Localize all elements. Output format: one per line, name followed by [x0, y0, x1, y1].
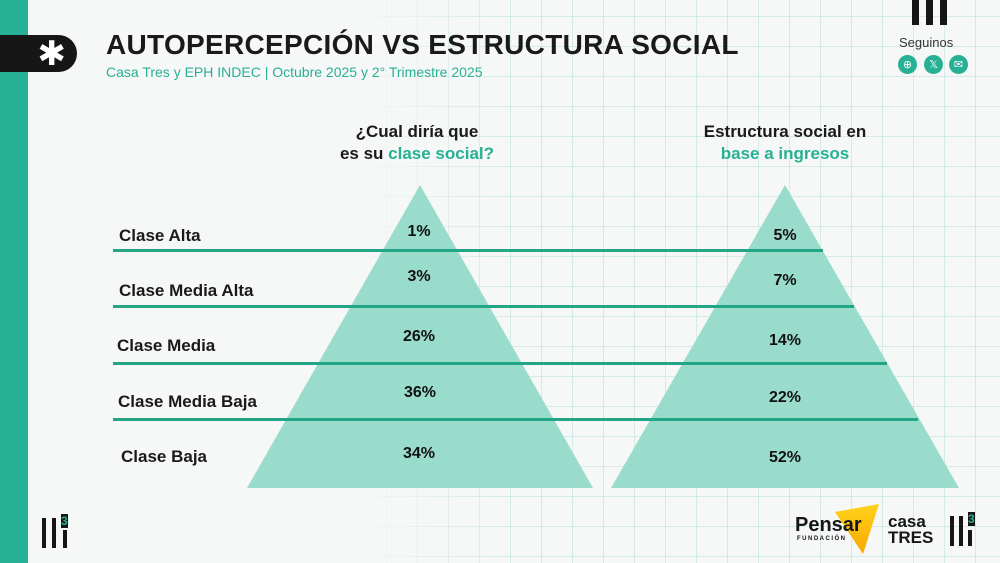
- left-title-line2: es su clase social?: [322, 143, 512, 165]
- page-subtitle: Casa Tres y EPH INDEC | Octubre 2025 y 2…: [106, 64, 483, 80]
- casa-tres-wordmark: casa TRES: [888, 512, 934, 547]
- right-value-clase-media: 14%: [768, 332, 802, 349]
- right-pyramid: [611, 185, 959, 488]
- left-value-clase-baja: 34%: [402, 445, 436, 462]
- row-label-clase-media-baja: Clase Media Baja: [118, 392, 257, 411]
- row-label-clase-baja: Clase Baja: [121, 447, 207, 466]
- left-value-clase-media-alta: 3%: [407, 268, 431, 285]
- casa-tres-logo-icon: [912, 0, 952, 26]
- left-value-clase-media: 26%: [402, 328, 436, 345]
- divider-line: [113, 249, 823, 252]
- logo-superscript: 3: [968, 512, 975, 526]
- right-title-line1: Estructura social en: [703, 122, 867, 141]
- right-value-clase-media-alta: 7%: [773, 272, 797, 289]
- casa-tres-mark-icon: 3: [950, 512, 980, 546]
- asterisk-icon: ✱: [37, 34, 67, 74]
- left-column-title: ¿Cual diría que es su clase social?: [322, 121, 512, 165]
- left-pyramid: [247, 185, 593, 488]
- divider-line: [113, 362, 887, 365]
- casa-text: casa: [888, 512, 926, 531]
- accent-sidebar: [0, 0, 28, 563]
- follow-label: Seguinos: [899, 35, 954, 50]
- left-value-clase-media-baja: 36%: [403, 384, 437, 401]
- globe-icon[interactable]: ⊕: [898, 55, 917, 74]
- page-title: AUTOPERCEPCIÓN VS ESTRUCTURA SOCIAL: [106, 29, 739, 60]
- right-column-title: Estructura social en base a ingresos: [680, 121, 890, 165]
- row-label-clase-alta: Clase Alta: [119, 226, 201, 245]
- divider-line: [113, 305, 854, 308]
- pensar-subtitle: FUNDACIÓN: [797, 536, 847, 542]
- tres-text: TRES: [888, 528, 934, 547]
- pensar-triangle-icon: [835, 504, 879, 554]
- left-title-accent: clase social?: [388, 144, 495, 163]
- right-value-clase-alta: 5%: [773, 227, 797, 244]
- left-title-plain: es su: [339, 144, 389, 163]
- divider-line: [113, 418, 918, 421]
- right-title-accent: base a ingresos: [720, 144, 850, 163]
- casa-tres-mark-icon: 3: [40, 514, 70, 548]
- row-label-clase-media-alta: Clase Media Alta: [119, 281, 254, 300]
- right-value-clase-baja: 52%: [768, 449, 802, 466]
- left-value-clase-alta: 1%: [407, 223, 431, 240]
- header-badge: ✱: [0, 35, 77, 72]
- x-icon[interactable]: 𝕏: [924, 55, 943, 74]
- mail-icon[interactable]: ✉: [949, 55, 968, 74]
- row-label-clase-media: Clase Media: [117, 336, 216, 355]
- pensar-wordmark: Pensar: [795, 514, 862, 536]
- right-value-clase-media-baja: 22%: [768, 389, 802, 406]
- left-title-line1: ¿Cual diría que: [355, 122, 479, 141]
- logo-superscript: 3: [61, 514, 68, 528]
